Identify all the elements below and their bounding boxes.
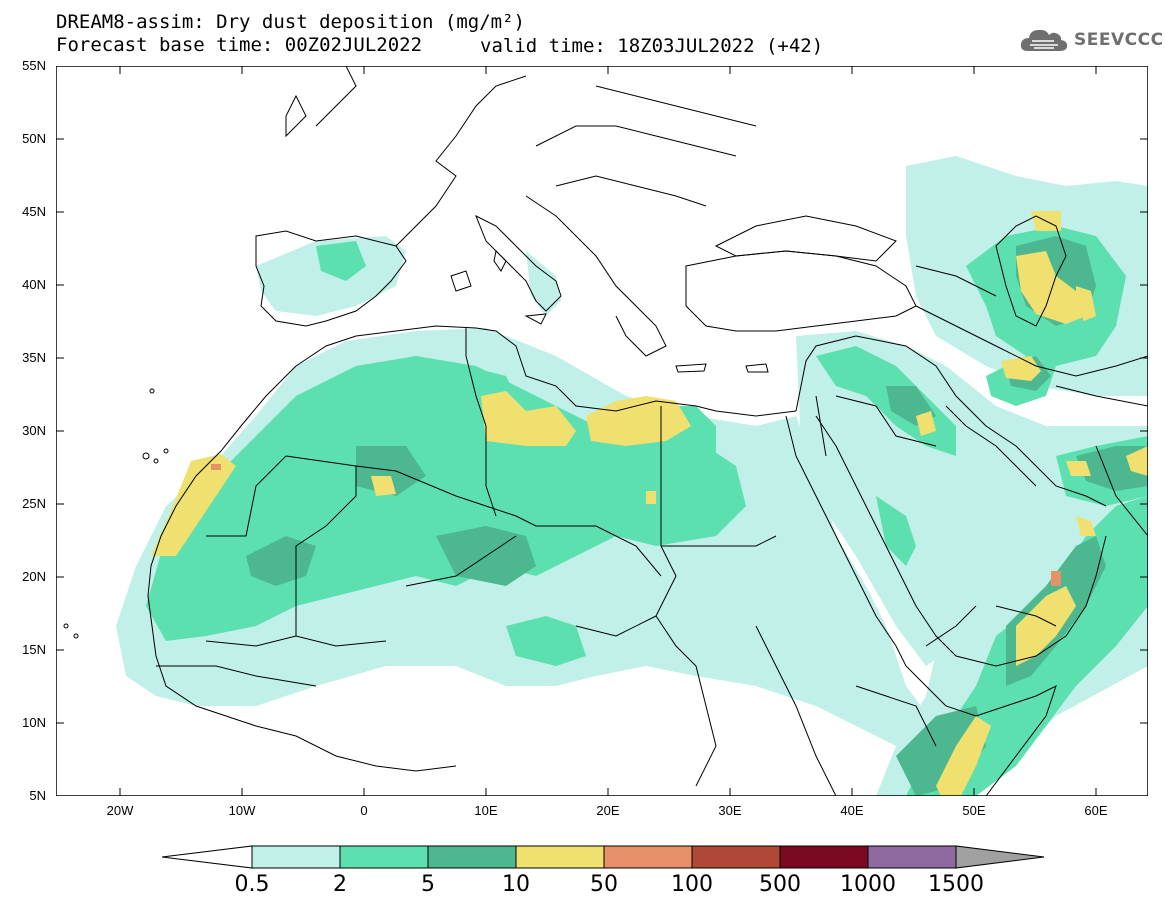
lon-label: 10E xyxy=(474,803,498,818)
dust-deposition-map xyxy=(56,66,1148,796)
lon-label: 20E xyxy=(596,803,620,818)
islands xyxy=(63,249,769,639)
colorbar-label: 2 xyxy=(333,872,347,897)
axis-ticks xyxy=(56,66,1148,796)
lat-label: 40N xyxy=(22,277,46,292)
lat-label: 10N xyxy=(22,715,46,730)
colorbar-segment xyxy=(867,845,957,869)
lon-label: 60E xyxy=(1084,803,1108,818)
lon-label: 40E xyxy=(840,803,864,818)
lat-label: 25N xyxy=(22,496,46,511)
lat-label: 5N xyxy=(29,788,46,803)
colorbar-over-arrow xyxy=(955,845,1045,869)
lat-label: 35N xyxy=(22,350,46,365)
map-title: DREAM8-assim: Dry dust deposition (mg/m²… xyxy=(56,11,525,33)
lat-label: 50N xyxy=(22,131,46,146)
colorbar-segment xyxy=(251,845,341,869)
valid-time: valid time: 18Z03JUL2022 (+42) xyxy=(480,35,824,57)
colorbar-under-arrow xyxy=(161,845,253,869)
lat-label: 55N xyxy=(22,58,46,73)
forecast-base-time: Forecast base time: 00Z02JUL2022 xyxy=(56,34,423,56)
colorbar-label: 100 xyxy=(671,872,713,897)
logo-text: SEEVCCC xyxy=(1074,30,1164,50)
colorbar-segment xyxy=(515,845,605,869)
lat-label: 30N xyxy=(22,423,46,438)
colorbar-label: 500 xyxy=(759,872,801,897)
colorbar-label: 10 xyxy=(502,872,530,897)
colorbar-segment xyxy=(779,845,869,869)
contour-level-10 xyxy=(151,211,1148,796)
colorbar-label: 1500 xyxy=(928,872,984,897)
lon-label: 0 xyxy=(360,803,368,818)
colorbar-segment xyxy=(603,845,693,869)
lon-label: 10W xyxy=(228,803,256,818)
lat-label: 45N xyxy=(22,204,46,219)
colorbar-segment xyxy=(427,845,517,869)
colorbar-label: 1000 xyxy=(840,872,896,897)
colorbar-segment xyxy=(691,845,781,869)
colorbar xyxy=(161,845,1045,869)
lon-label: 50E xyxy=(962,803,986,818)
colorbar-segment xyxy=(339,845,429,869)
lat-label: 20N xyxy=(22,569,46,584)
seevccc-logo: SEEVCCC xyxy=(1018,24,1164,56)
contour-level-50 xyxy=(211,464,1061,586)
colorbar-label: 50 xyxy=(590,872,618,897)
colorbar-label: 0.5 xyxy=(234,872,270,897)
colorbar-label: 5 xyxy=(421,872,435,897)
lat-label: 15N xyxy=(22,642,46,657)
lon-label: 20W xyxy=(106,803,134,818)
lon-label: 30E xyxy=(718,803,742,818)
cloud-icon xyxy=(1020,29,1068,51)
